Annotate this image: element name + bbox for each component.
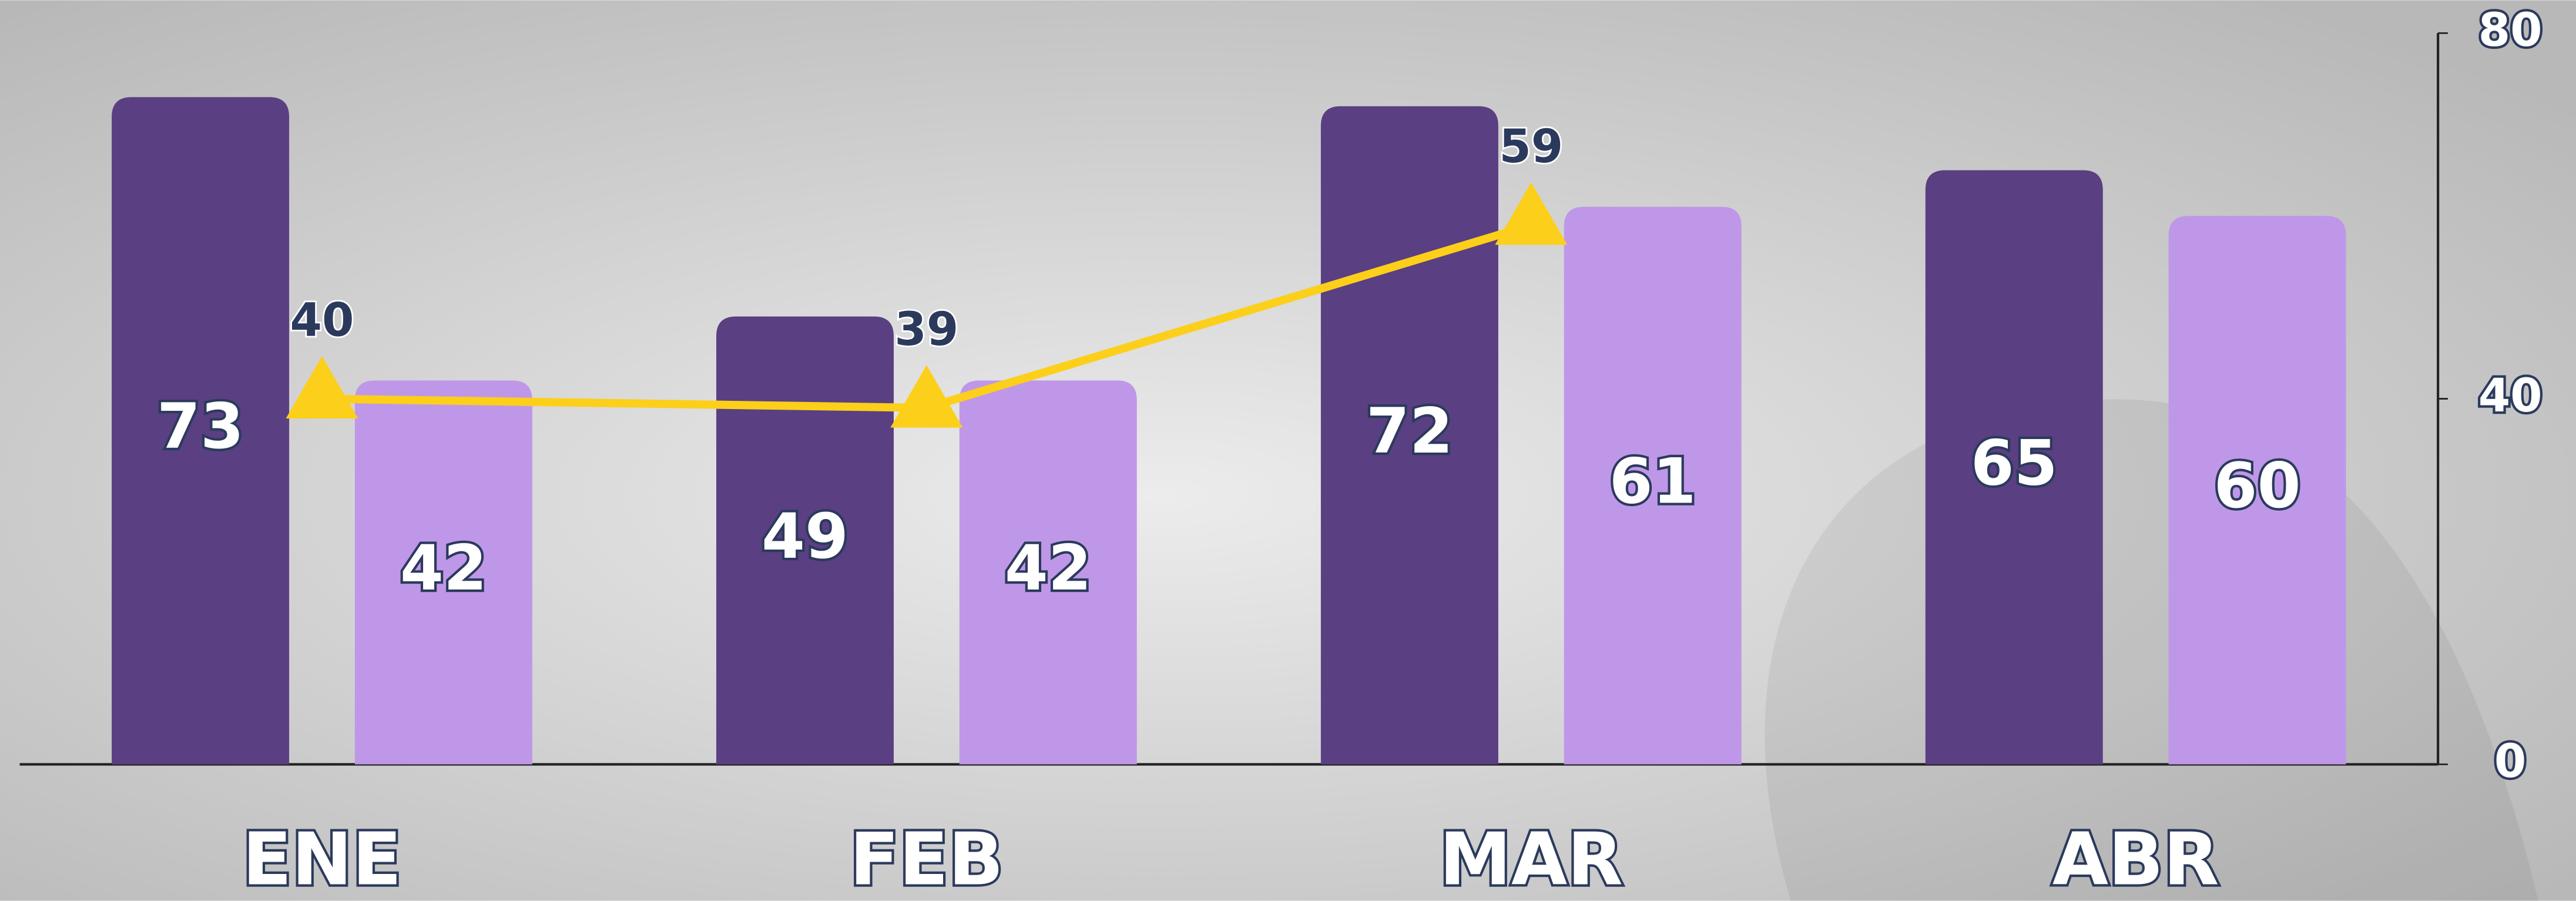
line-value-label: 59 xyxy=(1499,120,1563,173)
line-marker xyxy=(1495,182,1568,245)
x-tick-label: FEB xyxy=(850,818,1004,901)
line-value-label: 40 xyxy=(290,293,354,347)
bar xyxy=(1925,170,2103,765)
bar xyxy=(354,380,532,765)
bar-value-label: 65 xyxy=(1971,427,2058,500)
line-value-label: 39 xyxy=(894,303,958,356)
bar xyxy=(1320,106,1498,765)
x-tick-label: ABR xyxy=(2052,818,2219,901)
bar-value-label: 49 xyxy=(762,500,848,573)
bar xyxy=(2168,216,2346,765)
y-tick-label: 0 xyxy=(2494,735,2526,788)
bar-value-label: 42 xyxy=(1005,532,1092,605)
bar xyxy=(1564,206,1742,765)
bar xyxy=(716,316,894,765)
bar-value-label: 61 xyxy=(1609,445,1696,518)
line-marker xyxy=(890,365,963,428)
y-tick-label: 80 xyxy=(2478,4,2543,57)
bar-value-label: 73 xyxy=(157,390,244,463)
bar xyxy=(959,380,1137,765)
bar-value-label: 60 xyxy=(2214,450,2301,522)
bar-value-label: 72 xyxy=(1366,395,1453,468)
bar-value-label: 42 xyxy=(400,532,487,605)
x-tick-label: MAR xyxy=(1440,818,1623,901)
line-marker xyxy=(286,356,358,418)
y-tick-label: 40 xyxy=(2478,369,2543,423)
x-tick-label: ENE xyxy=(242,818,401,901)
bar xyxy=(112,97,290,765)
